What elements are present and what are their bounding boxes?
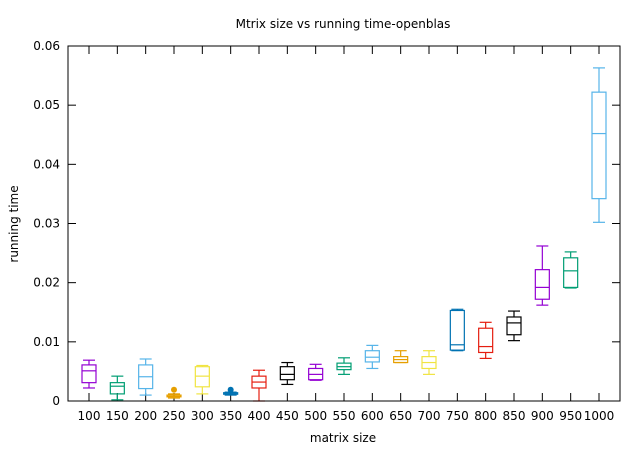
box-850 — [506, 310, 522, 342]
y-axis-label: running time — [7, 185, 21, 262]
box-450 — [279, 361, 295, 386]
x-tick-label: 150 — [106, 409, 129, 423]
x-tick-label: 700 — [418, 409, 441, 423]
box-iqr — [109, 382, 125, 395]
y-tick-label: 0.01 — [33, 335, 60, 349]
plot-border — [67, 45, 621, 402]
box-250 — [166, 386, 182, 399]
box-1000 — [591, 67, 607, 223]
x-tick-label: 300 — [191, 409, 214, 423]
y-tick-label: 0 — [52, 394, 60, 408]
box-300 — [194, 364, 210, 395]
box-iqr — [478, 327, 494, 354]
x-tick-label: 400 — [248, 409, 271, 423]
chart-title: Mtrix size vs running time-openblas — [236, 17, 451, 31]
box-iqr — [364, 350, 380, 363]
y-tick-label: 0.04 — [33, 157, 60, 171]
box-series — [81, 67, 607, 402]
box-800 — [478, 321, 494, 359]
x-tick-label: 800 — [474, 409, 497, 423]
box-700 — [421, 350, 437, 375]
box-iqr — [563, 257, 579, 289]
x-tick-label: 350 — [219, 409, 242, 423]
box-100 — [81, 359, 97, 389]
y-tick-label: 0.06 — [33, 39, 60, 53]
box-iqr — [81, 364, 97, 384]
box-200 — [138, 358, 154, 396]
x-tick-label: 250 — [163, 409, 186, 423]
x-axis: 100 150 200 250 300 350 400 450 500 550 600 650 700 7… — [78, 46, 615, 423]
x-axis-label: matrix size — [310, 431, 376, 445]
box-iqr — [279, 366, 295, 381]
y-axis: 0 0.01 0.02 0.03 0.04 0.05 0.06 — [33, 39, 620, 408]
box-iqr — [534, 269, 550, 300]
outlier-point — [171, 386, 177, 393]
y-tick-label: 0.02 — [33, 276, 60, 290]
box-iqr — [449, 309, 465, 351]
y-tick-label: 0.05 — [33, 98, 60, 112]
box-750 — [449, 308, 465, 352]
outlier-point — [227, 386, 234, 393]
x-tick-label: 1000 — [584, 409, 615, 423]
x-tick-label: 600 — [361, 409, 384, 423]
box-iqr — [506, 316, 522, 336]
box-600 — [364, 344, 380, 370]
box-900 — [534, 245, 550, 306]
box-650 — [393, 350, 409, 364]
x-tick-label: 750 — [446, 409, 469, 423]
box-350 — [223, 386, 239, 396]
x-tick-label: 450 — [276, 409, 299, 423]
x-tick-label: 650 — [389, 409, 412, 423]
box-500 — [308, 363, 324, 381]
box-550 — [336, 357, 352, 375]
x-tick-label: 850 — [503, 409, 526, 423]
x-tick-label: 900 — [531, 409, 554, 423]
x-tick-label: 500 — [304, 409, 327, 423]
box-150 — [109, 375, 125, 401]
x-tick-label: 550 — [333, 409, 356, 423]
x-tick-label: 950 — [559, 409, 582, 423]
x-tick-label: 200 — [134, 409, 157, 423]
x-tick-label: 100 — [78, 409, 101, 423]
y-tick-label: 0.03 — [33, 217, 60, 231]
box-400 — [251, 369, 267, 402]
box-iqr — [591, 91, 607, 200]
box-950 — [563, 251, 579, 289]
